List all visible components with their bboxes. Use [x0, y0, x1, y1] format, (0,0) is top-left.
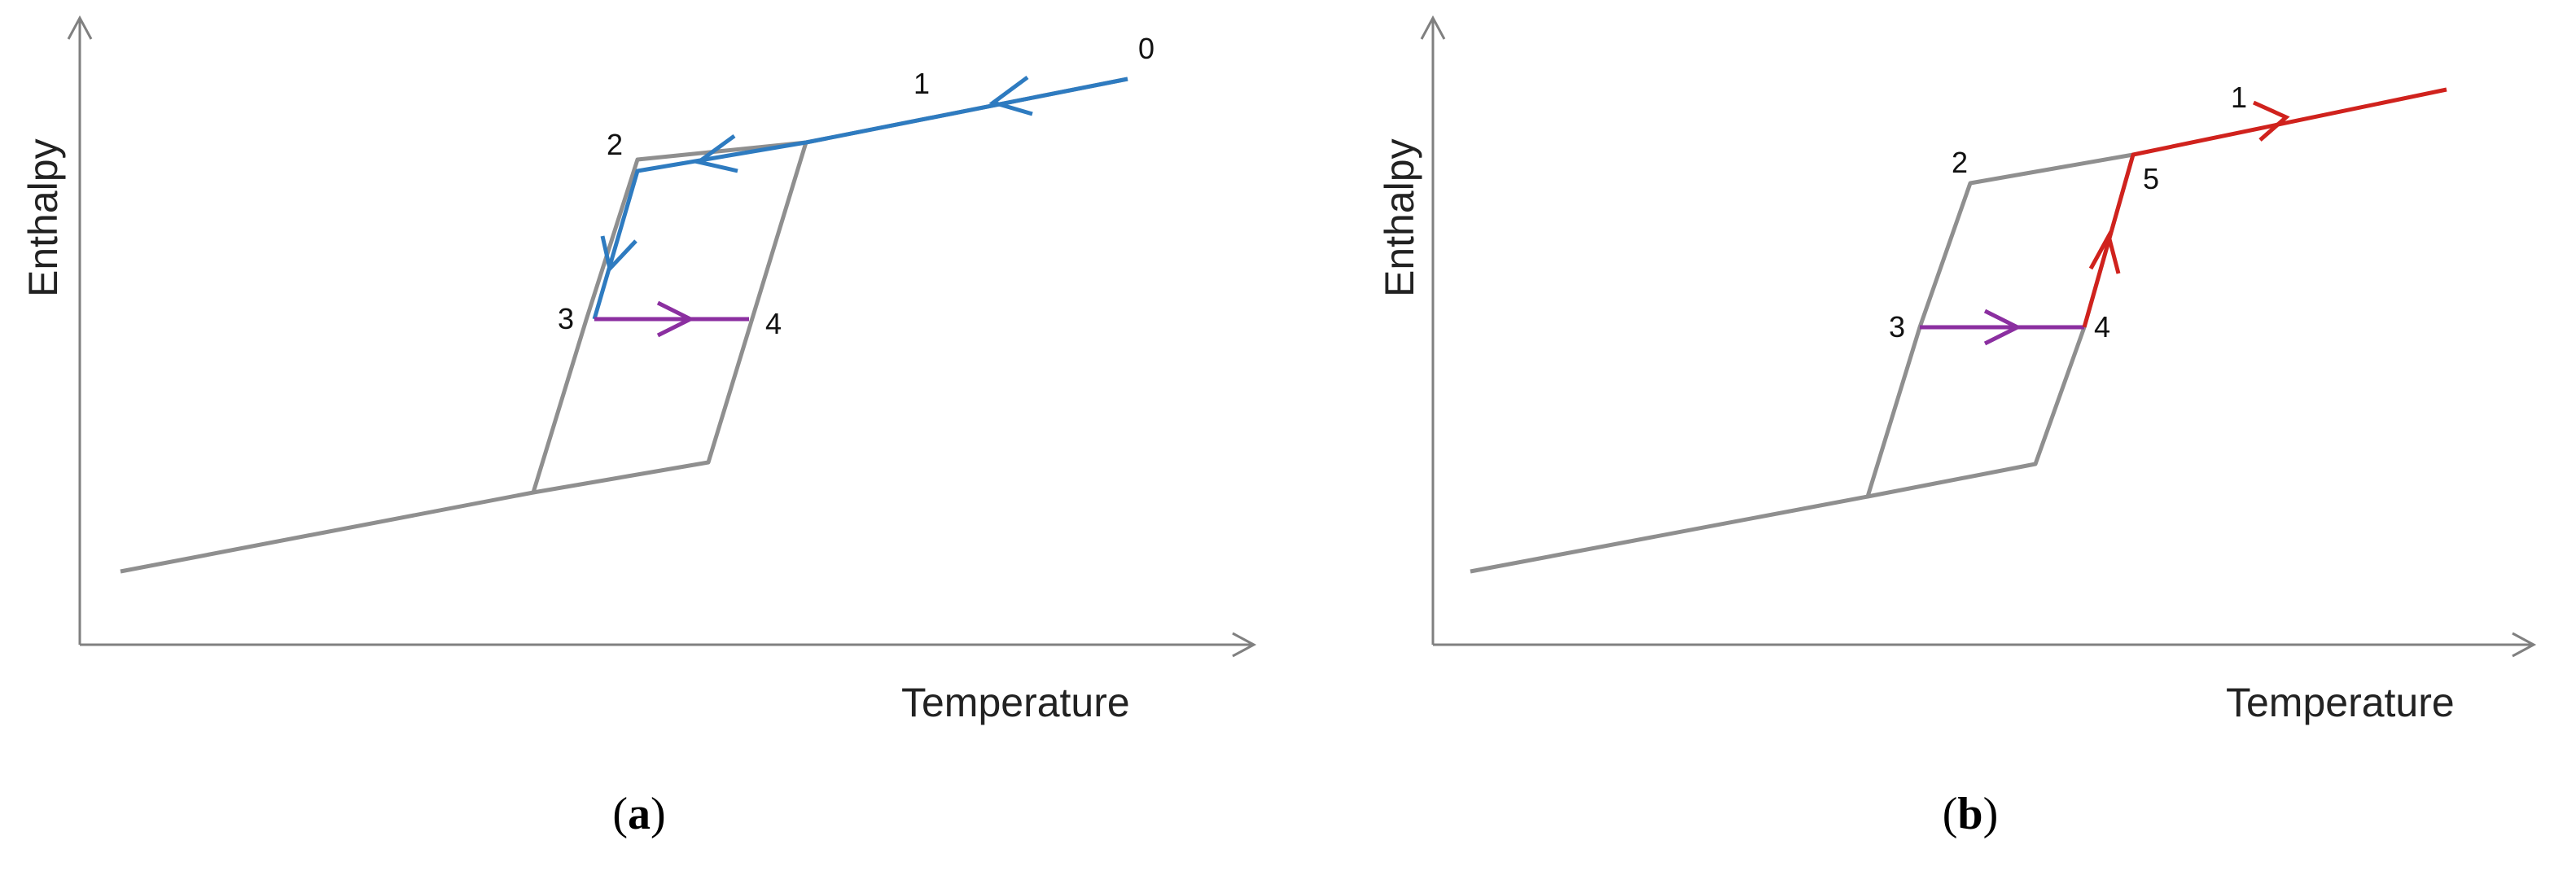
panel-b-heating-arrow-1 — [2088, 230, 2121, 274]
panel-a-x-axis-arrowhead — [1232, 632, 1257, 658]
panel-b-point-2-label: 2 — [1952, 146, 1968, 179]
panel-a-point-1-label: 1 — [913, 67, 930, 100]
panel-b-point-4-label: 4 — [2094, 310, 2110, 344]
panel-a-point-2-label: 2 — [607, 128, 623, 161]
panel-b-point-5-label: 5 — [2143, 162, 2159, 195]
panel-a: Enthalpy Temperature 0 1 2 3 4 (a) — [20, 15, 1257, 839]
panel-a-y-axis-label: Enthalpy — [20, 138, 66, 297]
panel-b-heating-path — [2082, 87, 2447, 328]
panel-b-holding-arrow — [1983, 309, 2022, 346]
panel-b-y-axis-label: Enthalpy — [1377, 138, 1422, 297]
panel-a-y-axis-arrowhead — [67, 15, 93, 40]
panel-b-point-3-label: 3 — [1889, 310, 1905, 344]
panel-a-point-0-label: 0 — [1138, 32, 1154, 65]
panel-b-point-1-label: 1 — [2231, 81, 2247, 114]
panel-a-cooling-path — [592, 77, 1128, 320]
panel-a-x-axis-label: Temperature — [901, 680, 1130, 725]
panel-b-y-axis-arrowhead — [1420, 15, 1446, 40]
panel-a-caption-close: ) — [651, 789, 666, 839]
panel-b-caption-close: ) — [1983, 789, 1999, 839]
panel-b-x-axis-arrowhead — [2512, 632, 2537, 658]
panel-a-cooling-arrow-1 — [988, 75, 1033, 116]
panel-b-caption-letter: b — [1957, 789, 1982, 839]
panel-a-point-3-label: 3 — [558, 302, 574, 335]
panel-a-cooling-arrow-2 — [694, 133, 738, 173]
panel-a-heating-curve — [532, 142, 808, 495]
panel-b-heating-arrow-2 — [2252, 100, 2290, 142]
panel-b-caption-open: ( — [1943, 789, 1958, 839]
panel-a-point-4-label: 4 — [765, 307, 782, 340]
panel-b-caption: (b) — [1943, 789, 1998, 839]
panel-b-cooling-curve — [1470, 152, 2134, 574]
panel-b-x-axis-label: Temperature — [2226, 680, 2455, 725]
panel-a-holding-arrow — [656, 300, 695, 338]
panel-a-caption-open: ( — [612, 789, 628, 839]
panel-a-caption: (a) — [612, 789, 665, 839]
panel-a-cooling-arrow-3 — [600, 235, 637, 274]
panel-a-cooling-curve — [120, 77, 1128, 574]
panel-a-caption-letter: a — [628, 789, 651, 839]
panel-b: Enthalpy Temperature 1 2 3 4 5 (b) — [1377, 15, 2537, 839]
